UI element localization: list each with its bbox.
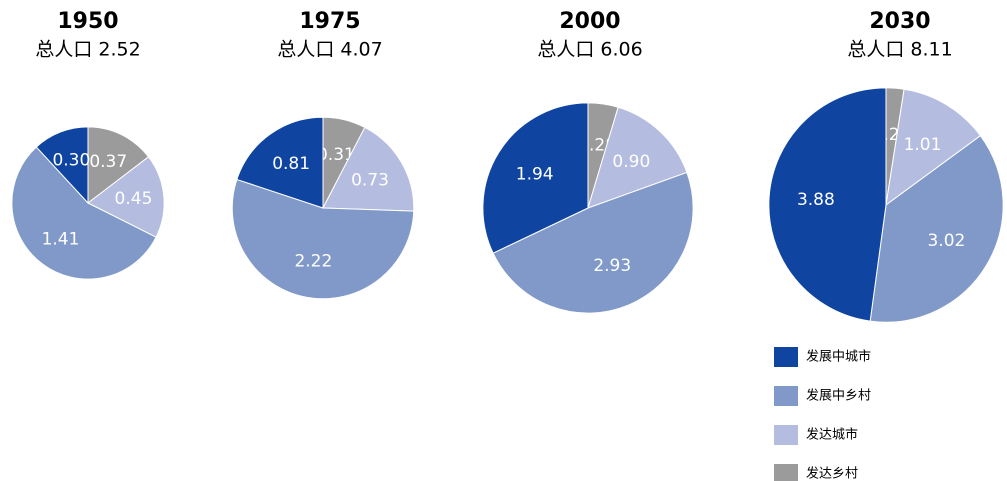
- pie-slice: [11, 146, 157, 280]
- slice-label: 0.73: [351, 171, 389, 191]
- pie-slice: [87, 126, 150, 205]
- legend-swatch: [774, 464, 798, 481]
- slice-label: 0.37: [89, 152, 127, 172]
- slice-label: 3.88: [797, 190, 835, 210]
- pie-slice: [231, 178, 415, 300]
- pie-subtitle: 总人口 2.52: [35, 39, 140, 61]
- pie-slice: [869, 134, 1004, 323]
- pie-slice: [87, 156, 165, 238]
- pie-title: 2030: [869, 9, 930, 34]
- slice-label: 0.31: [317, 145, 355, 165]
- pie-slice: [322, 126, 415, 212]
- legend-swatch: [774, 386, 798, 406]
- pie-slice: [885, 88, 982, 207]
- slice-label: 1.41: [42, 229, 80, 249]
- pie-title: 1975: [299, 9, 360, 34]
- slice-label: 1.94: [516, 164, 554, 184]
- slice-label: 0.81: [272, 154, 310, 174]
- pie-slice: [768, 87, 887, 322]
- slice-label: 0.45: [115, 189, 153, 209]
- pie-subtitle: 总人口 6.06: [537, 39, 642, 61]
- slice-label: 3.02: [927, 231, 965, 251]
- pie-subtitle: 总人口 8.11: [847, 39, 952, 61]
- legend-swatch: [774, 347, 798, 367]
- slice-label: 0.90: [612, 152, 650, 172]
- pie-slice: [492, 171, 694, 314]
- pie-title: 1950: [57, 9, 118, 34]
- legend-label: 发展中城市: [806, 349, 871, 365]
- pie-subtitle: 总人口 4.07: [277, 39, 382, 61]
- slice-label: 0.30: [52, 150, 90, 170]
- pie-slice: [482, 102, 589, 254]
- legend-label: 发展中乡村: [806, 388, 871, 404]
- legend-swatch: [774, 425, 798, 445]
- pie-slice: [35, 126, 89, 205]
- pie-slice: [587, 106, 688, 209]
- legend-label: 发达城市: [806, 427, 858, 443]
- pie-title: 2000: [559, 9, 620, 34]
- legend-label: 发达乡村: [806, 466, 858, 481]
- slice-label: 2.93: [593, 256, 631, 276]
- pie-slice: [236, 116, 324, 209]
- slice-label: 2.22: [294, 252, 332, 272]
- slice-label: 1.01: [904, 135, 942, 155]
